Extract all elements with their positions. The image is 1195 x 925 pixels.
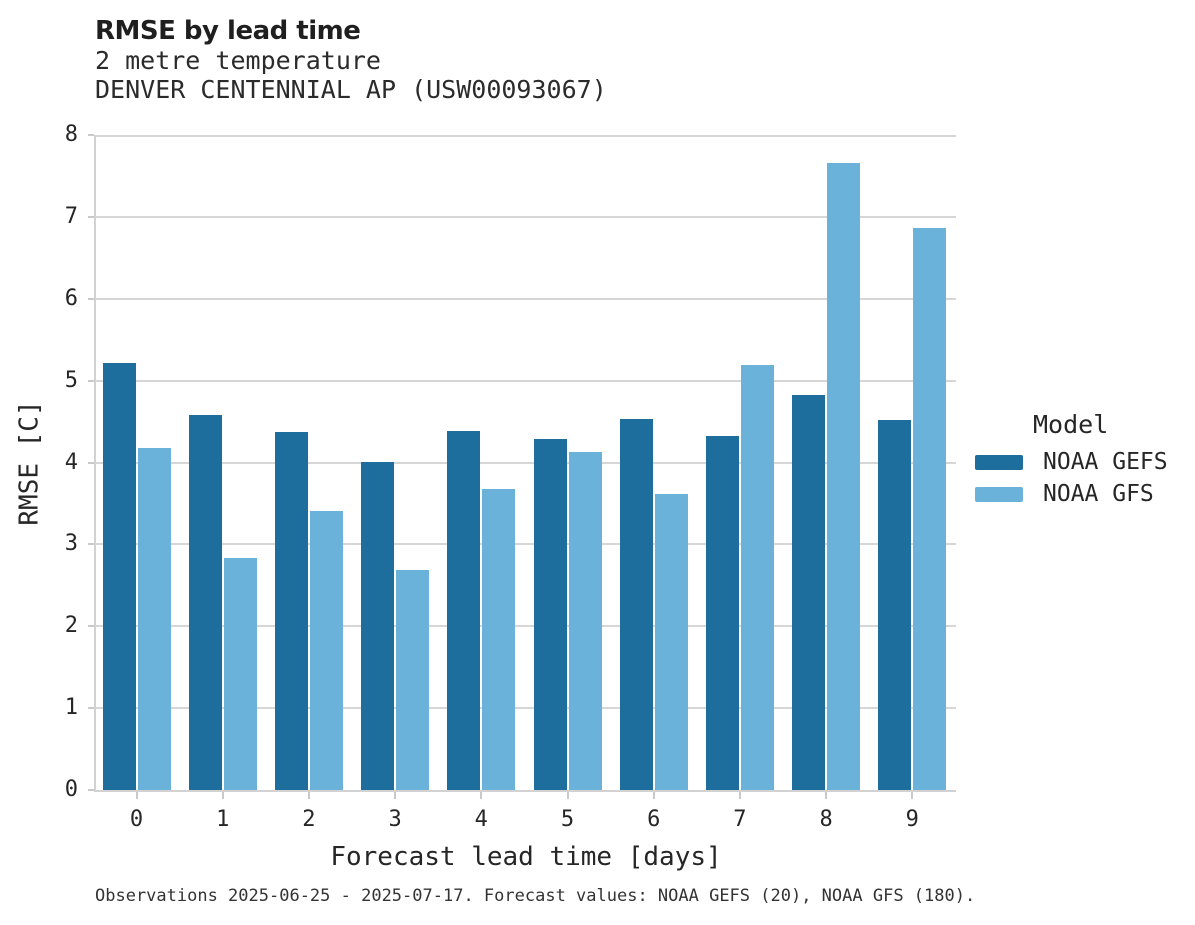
gridline-y-4 <box>96 461 956 464</box>
y-tick-0 <box>88 789 94 791</box>
legend-title: Model <box>1033 410 1109 439</box>
x-tick-9 <box>911 792 914 799</box>
y-tick-7 <box>88 215 94 218</box>
x-tick-label-8: 8 <box>819 807 833 832</box>
y-tick-label-3: 3 <box>64 531 78 557</box>
bar-noaa-gefs-lead-8 <box>792 395 826 790</box>
x-tick-label-4: 4 <box>474 807 488 832</box>
y-tick-label-1: 1 <box>64 695 78 721</box>
bar-noaa-gefs-lead-6 <box>619 419 653 790</box>
y-axis-tick-labels: 0 1 2 3 4 5 6 7 8 <box>30 124 78 801</box>
bar-noaa-gfs-lead-5 <box>568 451 602 790</box>
y-tick-label-6: 6 <box>64 285 78 311</box>
bar-noaa-gfs-lead-4 <box>482 488 516 790</box>
legend-label-gefs: NOAA GEFS <box>1043 449 1168 475</box>
y-tick-3 <box>88 543 94 546</box>
x-tick-4 <box>480 792 483 799</box>
y-tick-2 <box>88 625 94 628</box>
y-tick-label-0: 0 <box>64 777 78 802</box>
y-tick-label-4: 4 <box>64 449 78 475</box>
x-axis-ticks <box>96 792 956 799</box>
plot-area <box>94 135 956 792</box>
bar-noaa-gfs-lead-0 <box>137 447 171 790</box>
x-tick-1 <box>221 792 224 799</box>
x-tick-7 <box>738 792 741 799</box>
x-tick-label-6: 6 <box>647 807 661 832</box>
gridline-y-7 <box>96 215 956 218</box>
chart-subtitle: 2 metre temperature <box>95 46 381 75</box>
bar-noaa-gfs-lead-2 <box>309 510 343 790</box>
bar-noaa-gfs-lead-9 <box>913 227 947 790</box>
legend-item-noaa-gefs: NOAA GEFS <box>975 448 1168 476</box>
footer-caption: Observations 2025-06-25 - 2025-07-17. Fo… <box>95 886 976 906</box>
y-tick-label-2: 2 <box>64 613 78 639</box>
x-tick-6 <box>652 792 655 799</box>
x-tick-2 <box>307 792 310 799</box>
y-tick-5 <box>88 379 94 382</box>
y-tick-4 <box>88 461 94 464</box>
x-tick-label-9: 9 <box>905 807 919 832</box>
x-axis-title: Forecast lead time [days] <box>330 842 722 872</box>
y-tick-label-5: 5 <box>64 367 78 393</box>
legend-swatch-gfs <box>975 486 1023 502</box>
bar-noaa-gfs-lead-8 <box>827 162 861 790</box>
chart-title: RMSE by lead time <box>95 16 361 46</box>
bar-noaa-gefs-lead-1 <box>188 415 222 790</box>
gridline-y-1 <box>96 707 956 710</box>
bar-noaa-gfs-lead-7 <box>740 365 774 790</box>
gridline-y-8 <box>96 135 956 137</box>
gridline-y-5 <box>96 379 956 382</box>
bar-noaa-gefs-lead-5 <box>533 438 567 790</box>
y-tick-label-8: 8 <box>64 122 78 147</box>
x-tick-label-2: 2 <box>302 807 316 832</box>
bar-noaa-gefs-lead-4 <box>447 430 481 790</box>
x-axis-tick-labels: 0 1 2 3 4 5 6 7 8 9 <box>96 808 956 832</box>
x-tick-label-3: 3 <box>388 807 402 832</box>
chart-header: RMSE by lead time 2 metre temperature DE… <box>95 16 607 104</box>
legend-item-noaa-gfs: NOAA GFS <box>975 480 1154 508</box>
x-tick-label-7: 7 <box>733 807 747 832</box>
bar-noaa-gefs-lead-2 <box>274 432 308 790</box>
legend-label-gfs: NOAA GFS <box>1043 481 1154 507</box>
y-tick-label-7: 7 <box>64 203 78 229</box>
x-tick-3 <box>394 792 397 799</box>
bar-noaa-gefs-lead-7 <box>705 436 739 790</box>
chart-station: DENVER CENTENNIAL AP (USW00093067) <box>95 75 607 104</box>
bar-noaa-gefs-lead-0 <box>102 362 136 790</box>
bar-noaa-gefs-lead-9 <box>878 419 912 790</box>
bar-noaa-gfs-lead-6 <box>654 494 688 790</box>
x-tick-label-5: 5 <box>560 807 575 832</box>
bar-noaa-gefs-lead-3 <box>361 461 395 790</box>
gridline-y-6 <box>96 297 956 300</box>
gridline-y-3 <box>96 543 956 546</box>
x-tick-5 <box>566 792 569 799</box>
y-axis-ticks <box>88 134 94 791</box>
legend-swatch-gefs <box>975 454 1023 470</box>
x-tick-label-0: 0 <box>129 807 144 832</box>
gridline-y-2 <box>96 625 956 628</box>
y-tick-1 <box>88 707 94 710</box>
x-tick-0 <box>135 792 138 799</box>
x-tick-label-1: 1 <box>216 807 230 832</box>
y-tick-6 <box>88 297 94 300</box>
bar-noaa-gfs-lead-3 <box>396 569 430 790</box>
bar-noaa-gfs-lead-1 <box>223 558 257 790</box>
x-tick-8 <box>825 792 828 799</box>
y-tick-8 <box>88 134 94 136</box>
